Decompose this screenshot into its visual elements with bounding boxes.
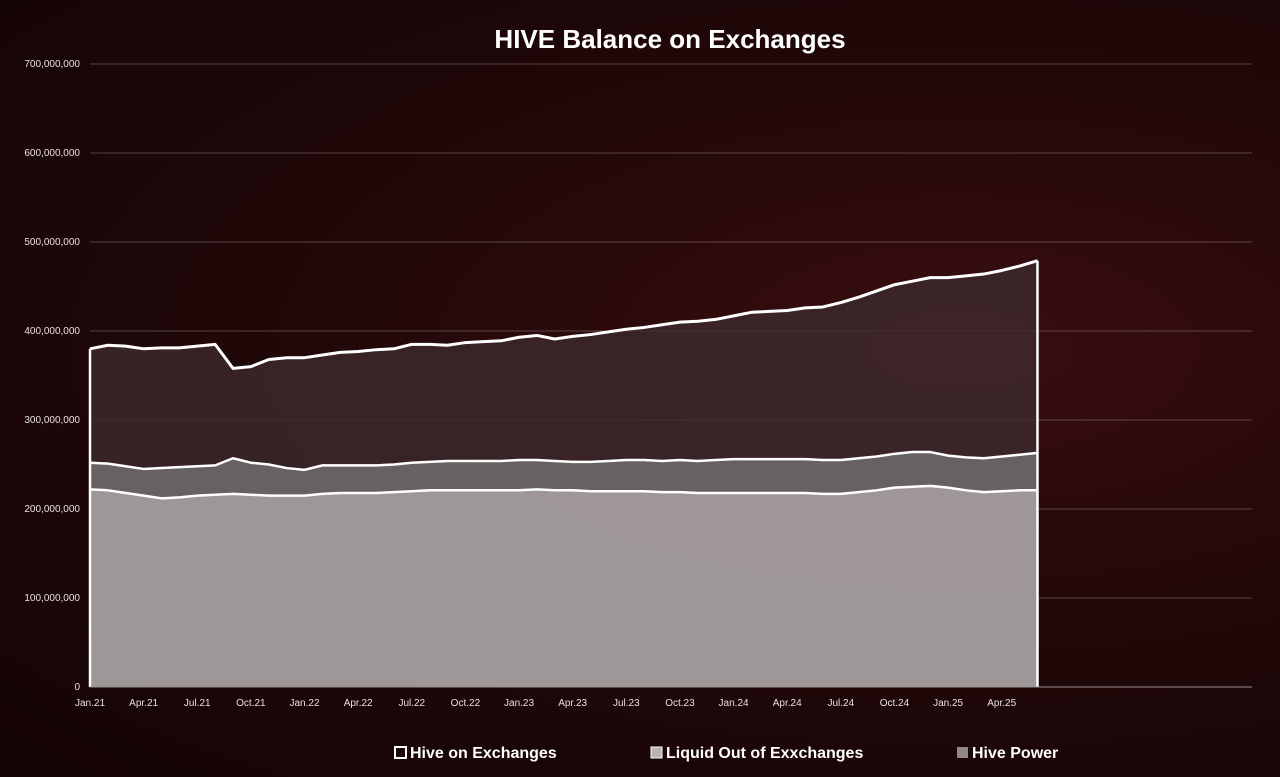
x-tick-label: Apr.23 (558, 698, 587, 709)
x-tick-label: Apr.22 (344, 698, 373, 709)
area-hive-on-exchanges (90, 260, 1038, 470)
area-liquid-out-of-exxchanges (90, 452, 1038, 499)
legend-swatch (394, 746, 407, 759)
line-liquid-out-of-exxchanges (89, 450, 1038, 472)
x-tick-label: Oct.24 (880, 698, 910, 709)
y-tick-label: 0 (74, 682, 80, 693)
x-tick-label: Jul.21 (184, 698, 211, 709)
y-tick-label: 300,000,000 (24, 415, 80, 426)
x-tick-label: Apr.21 (129, 698, 158, 709)
legend: Hive on Exchanges Liquid Out of Exxchange… (394, 745, 1058, 762)
x-axis-ticks: Jan.21 Apr.21 Jul.21 Oct.21 Jan.22 Apr.22 Jul.… (75, 698, 1017, 709)
x-tick-label: Jul.23 (613, 698, 640, 709)
x-tick-label: Jul.24 (827, 698, 854, 709)
y-tick-label: 400,000,000 (24, 326, 80, 337)
x-tick-label: Jan.23 (504, 698, 534, 709)
area-hive-power (90, 485, 1038, 687)
y-axis-ticks: 0 100,000,000 200,000,000 300,000,000 400,00… (24, 59, 80, 693)
x-tick-label: Jul.22 (398, 698, 425, 709)
legend-label: Hive Power (972, 745, 1058, 762)
x-tick-label: Apr.25 (987, 698, 1016, 709)
x-tick-label: Oct.21 (236, 698, 266, 709)
legend-swatch (957, 747, 968, 758)
legend-swatch (650, 746, 663, 759)
x-tick-label: Jan.22 (290, 698, 320, 709)
y-tick-label: 500,000,000 (24, 237, 80, 248)
x-tick-label: Jan.21 (75, 698, 105, 709)
y-tick-label: 100,000,000 (24, 593, 80, 604)
y-tick-label: 200,000,000 (24, 504, 80, 515)
y-tick-label: 700,000,000 (24, 59, 80, 70)
x-tick-label: Apr.24 (773, 698, 802, 709)
legend-label: Hive on Exchanges (410, 745, 557, 762)
x-tick-label: Jan.25 (933, 698, 963, 709)
y-tick-label: 600,000,000 (24, 148, 80, 159)
x-tick-label: Jan.24 (719, 698, 749, 709)
series-lines (88, 259, 1039, 687)
x-tick-label: Oct.22 (451, 698, 481, 709)
chart-title: HIVE Balance on Exchanges (494, 24, 845, 54)
area-series (90, 260, 1038, 687)
legend-label: Liquid Out of Exxchanges (666, 745, 863, 762)
x-tick-label: Oct.23 (665, 698, 695, 709)
line-hive-power (89, 484, 1038, 500)
line-hive-on-exchanges (89, 259, 1038, 370)
